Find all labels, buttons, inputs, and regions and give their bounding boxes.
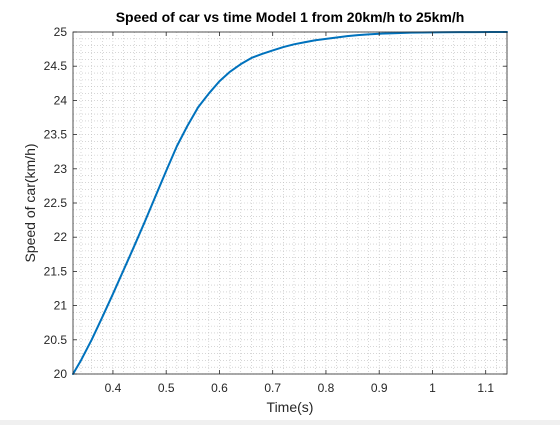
x-tick-label: 0.8: [318, 381, 335, 395]
y-tick-label: 21: [54, 299, 68, 313]
y-tick-label: 22.5: [44, 196, 68, 210]
plot-area: [72, 31, 508, 375]
y-tick-label: 24.5: [44, 59, 68, 73]
y-axis-label: Speed of car(km/h): [22, 143, 38, 262]
y-tick-label: 24: [54, 93, 68, 107]
x-axis-label: Time(s): [267, 399, 314, 415]
x-tick-label: 0.4: [105, 381, 122, 395]
y-tick-label: 25: [54, 25, 68, 39]
y-tick-label: 23.5: [44, 128, 68, 142]
speed-series-line: [72, 31, 508, 375]
axis-ticks: 0.4 0.5 0.6 0.7 0.8 0.9 1 1.1 20 20.5 21 21.5 22 22.5…: [44, 25, 507, 395]
x-tick-label: 1: [429, 381, 436, 395]
chart-title: Speed of car vs time Model 1 from 20km/h…: [116, 9, 465, 25]
grid: [73, 31, 508, 375]
y-tick-label: 23: [54, 162, 68, 176]
y-tick-label: 20: [54, 367, 68, 381]
x-tick-label: 0.5: [158, 381, 175, 395]
x-tick-label: 0.6: [211, 381, 228, 395]
y-tick-label: 20.5: [44, 333, 68, 347]
x-tick-label: 0.9: [371, 381, 388, 395]
y-tick-label: 21.5: [44, 264, 68, 278]
y-tick-label: 22: [54, 230, 68, 244]
x-tick-label: 1.1: [477, 381, 494, 395]
x-tick-label: 0.7: [264, 381, 281, 395]
